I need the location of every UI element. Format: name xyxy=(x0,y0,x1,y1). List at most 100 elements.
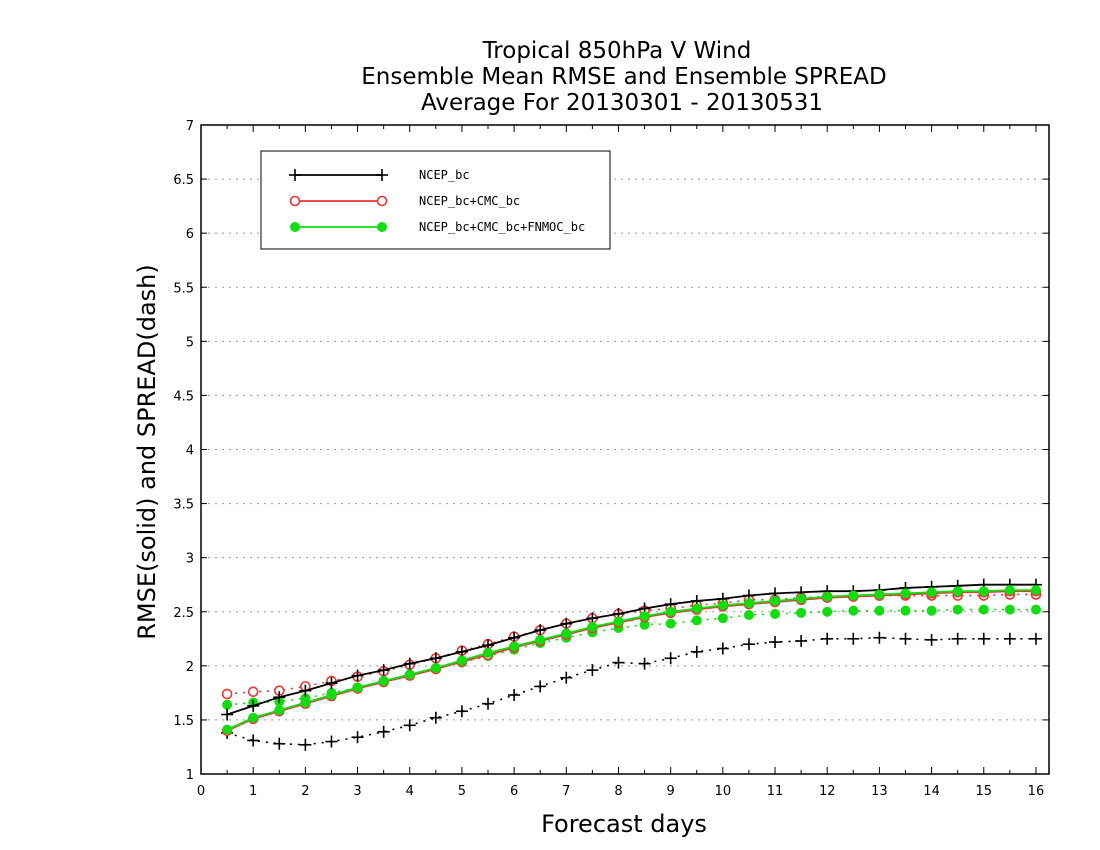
x-tick-label: 15 xyxy=(975,784,992,799)
spread-point xyxy=(222,699,233,710)
series-NCEP_bc-spread xyxy=(221,631,1042,751)
rmse-point xyxy=(429,652,442,665)
x-tick-label: 6 xyxy=(510,784,518,799)
rmse-point xyxy=(1004,585,1015,596)
rmse-point xyxy=(587,621,598,632)
rmse-point xyxy=(874,589,885,600)
rmse-point xyxy=(691,603,702,614)
spread-point xyxy=(690,645,703,658)
spread-point xyxy=(795,634,808,647)
x-tick-label: 8 xyxy=(614,784,622,799)
rmse-point xyxy=(534,624,547,637)
spread-point xyxy=(925,633,938,646)
axis-ticks: 11.522.533.544.555.566.570 1 2 3 4 5 6 7 8 9 10 11 1… xyxy=(173,119,1049,799)
y-tick-label: 5.5 xyxy=(173,281,194,296)
rmse-point xyxy=(430,662,441,673)
spread-point xyxy=(716,642,729,655)
x-tick-label: 13 xyxy=(871,784,888,799)
legend-label: NCEP_bc xyxy=(419,168,470,182)
rmse-point xyxy=(1030,585,1041,596)
x-tick-label: 1 xyxy=(249,784,257,799)
title-line-3: Average For 20130301 - 20130531 xyxy=(421,90,823,116)
spread-point xyxy=(560,671,573,684)
y-axis-title: RMSE(solid) and SPREAD(dash) xyxy=(133,264,161,640)
rmse-point xyxy=(900,588,911,599)
spread-point xyxy=(482,697,495,710)
spread-point xyxy=(926,605,937,616)
rmse-point xyxy=(717,600,728,611)
title-line-2: Ensemble Mean RMSE and Ensemble SPREAD xyxy=(361,64,886,90)
y-tick-label: 3.5 xyxy=(173,498,194,513)
rmse-point xyxy=(377,664,390,677)
legend-marker xyxy=(289,195,301,207)
rmse-point xyxy=(326,690,337,701)
spread-point xyxy=(951,632,964,645)
rmse-point xyxy=(535,634,546,645)
spread-point xyxy=(821,632,834,645)
spread-point xyxy=(664,652,677,665)
x-tick-label: 11 xyxy=(767,784,784,799)
x-tick-label: 5 xyxy=(458,784,466,799)
chart-title: Tropical 850hPa V Wind Ensemble Mean RMS… xyxy=(361,38,886,116)
rmse-point xyxy=(770,595,781,606)
spread-point xyxy=(403,719,416,732)
spread-point xyxy=(691,615,702,626)
x-axis-title: Forecast days xyxy=(541,810,707,838)
title-line-1: Tropical 850hPa V Wind xyxy=(482,38,752,64)
spread-point xyxy=(377,725,390,738)
legend-label: NCEP_bc+CMC_bc xyxy=(419,194,520,208)
rmse-point xyxy=(404,669,415,680)
rmse-point xyxy=(952,586,963,597)
spread-point xyxy=(1003,632,1016,645)
legend-items: NCEP_bc NCEP_bc+CMC_bc NCEP_bc+CMC_bc+FNMO… xyxy=(289,168,585,234)
spread-point xyxy=(743,609,754,620)
rmse-point xyxy=(456,655,467,666)
spread-point xyxy=(221,688,233,700)
x-tick-label: 10 xyxy=(715,784,732,799)
spread-point xyxy=(638,657,651,670)
spread-point xyxy=(586,664,599,677)
spread-point xyxy=(1030,604,1041,615)
legend-marker xyxy=(376,169,388,181)
spread-point xyxy=(325,735,338,748)
y-tick-label: 5 xyxy=(186,335,194,350)
spread-point xyxy=(508,689,521,702)
rmse-point xyxy=(561,628,572,639)
rmse-point xyxy=(848,590,859,601)
spread-point xyxy=(770,608,781,619)
rmse-point xyxy=(926,587,937,598)
spread-point xyxy=(612,656,625,669)
series-NCEP_bc+CMC_bc+FNMOC_bc-rmse xyxy=(222,585,1041,735)
spread-point xyxy=(977,632,990,645)
spread-point xyxy=(247,686,259,698)
series-layer xyxy=(221,578,1042,751)
rmse-point xyxy=(352,682,363,693)
y-tick-label: 4 xyxy=(186,444,194,459)
rmse-point xyxy=(222,724,233,735)
rmse-point xyxy=(822,591,833,602)
rmse-point xyxy=(221,708,234,721)
y-tick-label: 4.5 xyxy=(173,389,194,404)
rmse-point xyxy=(300,697,311,708)
legend: NCEP_bc NCEP_bc+CMC_bc NCEP_bc+CMC_bc+FNMO… xyxy=(260,150,611,250)
spread-point xyxy=(1029,632,1042,645)
legend-marker xyxy=(290,222,300,232)
legend-box xyxy=(260,150,611,250)
spread-point xyxy=(742,638,755,651)
legend-label: NCEP_bc+CMC_bc+FNMOC_bc xyxy=(419,220,585,234)
rmse-point xyxy=(639,611,650,622)
spread-point xyxy=(899,632,912,645)
spread-point xyxy=(429,711,442,724)
rmse-point xyxy=(509,641,520,652)
y-tick-label: 1.5 xyxy=(173,714,194,729)
spread-point xyxy=(273,737,286,750)
x-tick-label: 16 xyxy=(1028,784,1045,799)
y-tick-label: 6 xyxy=(186,227,194,242)
x-tick-label: 3 xyxy=(353,784,361,799)
x-tick-label: 0 xyxy=(197,784,205,799)
spread-point xyxy=(796,607,807,618)
spread-point xyxy=(351,731,364,744)
rmse-point xyxy=(560,617,573,630)
x-tick-label: 12 xyxy=(819,784,836,799)
legend-item: NCEP_bc+CMC_bc+FNMOC_bc xyxy=(290,220,585,234)
